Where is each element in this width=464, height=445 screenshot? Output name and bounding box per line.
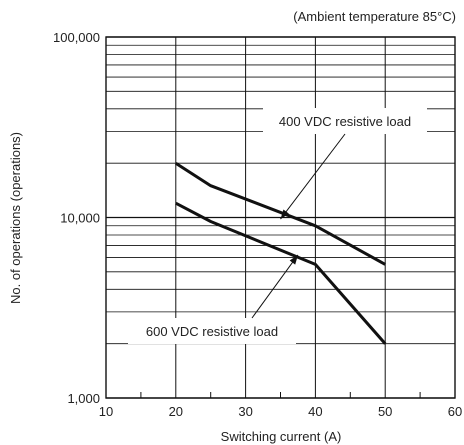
- x-tick-label: 50: [378, 404, 392, 419]
- series-lines: [174, 161, 387, 345]
- tick-labels: 10 20 30 40 50 60 1,000 10,000 100,000: [53, 30, 462, 419]
- ambient-temperature-note: (Ambient temperature 85°C): [293, 9, 456, 24]
- series-label-text: 600 VDC resistive load: [146, 324, 278, 339]
- x-tick-label: 10: [99, 404, 113, 419]
- series-label-2: 600 VDC resistive load: [128, 254, 299, 344]
- series-label-text: 400 VDC resistive load: [279, 114, 411, 129]
- x-tick-label: 30: [238, 404, 252, 419]
- series-line-1: [174, 161, 386, 266]
- plot-border: [105, 36, 456, 399]
- x-tick-label: 60: [448, 404, 462, 419]
- x-tick-label: 40: [308, 404, 322, 419]
- plot-frame: [105, 36, 456, 399]
- series-labels: 400 VDC resistive load 600 VDC resistive …: [128, 108, 427, 344]
- x-tick-label: 20: [169, 404, 183, 419]
- y-axis-title: No. of operations (operations): [8, 132, 23, 304]
- series-label-background: [128, 318, 296, 344]
- series-label-background: [263, 108, 427, 134]
- arrowhead: [289, 254, 298, 265]
- leader-line: [280, 133, 346, 220]
- series-line-2: [175, 201, 387, 345]
- y-tick-label: 100,000: [53, 30, 100, 45]
- y-tick-label: 1,000: [67, 391, 100, 406]
- leader-line: [251, 254, 299, 319]
- y-tick-label: 10,000: [60, 211, 100, 226]
- arrowhead: [280, 209, 289, 220]
- x-axis-title: Switching current (A): [221, 429, 342, 444]
- series-label-1: 400 VDC resistive load: [263, 108, 427, 220]
